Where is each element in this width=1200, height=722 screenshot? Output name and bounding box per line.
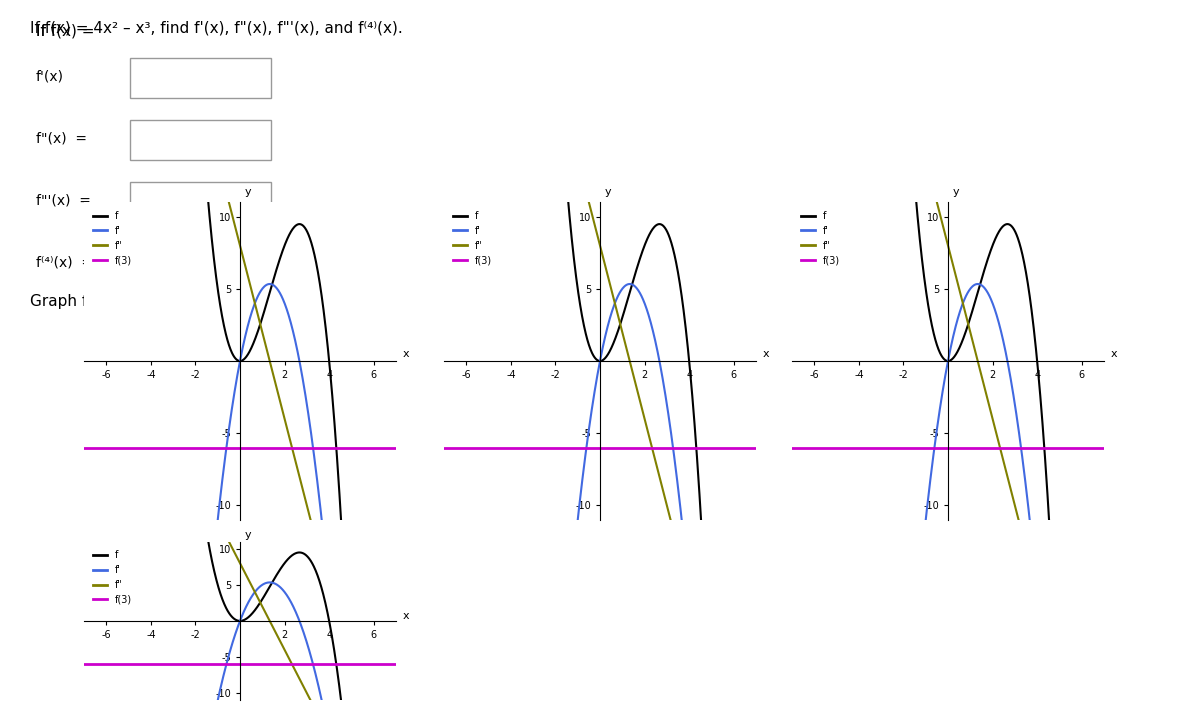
Text: x: x bbox=[403, 611, 409, 621]
Text: x: x bbox=[763, 349, 769, 359]
FancyBboxPatch shape bbox=[130, 120, 271, 160]
Legend: f, f', f", f(3): f, f', f", f(3) bbox=[797, 207, 844, 269]
Text: y: y bbox=[245, 187, 251, 197]
Legend: f, f', f", f(3): f, f', f", f(3) bbox=[89, 207, 136, 269]
Text: y: y bbox=[605, 187, 611, 197]
Legend: f, f', f", f(3): f, f', f", f(3) bbox=[449, 207, 496, 269]
Text: y: y bbox=[953, 187, 959, 197]
Text: x: x bbox=[1111, 349, 1117, 359]
FancyBboxPatch shape bbox=[130, 182, 271, 222]
Text: y: y bbox=[245, 530, 251, 540]
Text: f⁽⁴⁾(x)  =: f⁽⁴⁾(x) = bbox=[36, 256, 92, 270]
Legend: f, f', f", f(3): f, f', f", f(3) bbox=[89, 547, 136, 609]
FancyBboxPatch shape bbox=[130, 58, 271, 98]
Text: Graph f, f', f", and f"' on a common screen.: Graph f, f', f", and f"' on a common scr… bbox=[30, 295, 359, 309]
Text: If f(x) =: If f(x) = bbox=[36, 24, 98, 39]
Text: x: x bbox=[403, 349, 409, 359]
Text: If: If bbox=[36, 24, 50, 39]
Text: f'(x): f'(x) bbox=[36, 69, 64, 84]
Text: f"(x)  =: f"(x) = bbox=[36, 131, 86, 146]
Text: f"'(x)  =: f"'(x) = bbox=[36, 193, 90, 208]
Text: If f(x) = 4x² – x³, find f'(x), f"(x), f"'(x), and f⁽⁴⁾(x).: If f(x) = 4x² – x³, find f'(x), f"(x), f… bbox=[30, 21, 402, 35]
FancyBboxPatch shape bbox=[130, 244, 271, 284]
